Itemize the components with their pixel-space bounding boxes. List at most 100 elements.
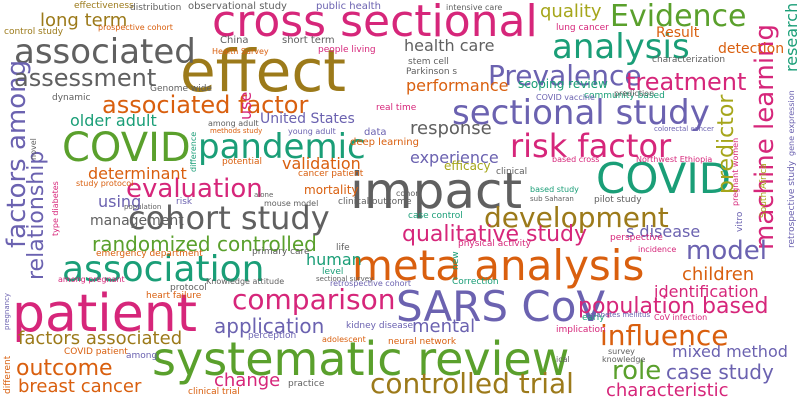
word-analysis: analysis	[552, 27, 690, 67]
word-among: among	[126, 351, 158, 361]
word-lung-cancer: lung cancer	[556, 23, 609, 33]
word-level: level	[322, 267, 344, 277]
word-patient: patient	[12, 284, 198, 344]
word-deep-learning: deep learning	[350, 137, 419, 148]
word-covid-patient: COVID patient	[64, 347, 128, 357]
word-prediction: prediction	[614, 89, 655, 98]
word-clinical: clinical	[496, 167, 528, 177]
word-based-study: based study	[530, 185, 579, 194]
word-development: development	[484, 201, 669, 234]
word-result: Result	[656, 25, 700, 41]
word-united-states: United States	[260, 111, 355, 127]
word-experience: experience	[410, 148, 499, 167]
word-prevalence: Prevalence	[488, 59, 642, 92]
word-heart-failure: heart failure	[146, 291, 202, 301]
word-difference: difference	[189, 131, 198, 172]
word-comparison: comparison	[232, 283, 396, 316]
word-management: management	[90, 213, 184, 229]
word-real-time: real time	[376, 103, 417, 113]
word-cohort-study: cohort study	[128, 199, 330, 237]
word-covid-vaccine: COVID vaccine	[536, 93, 595, 102]
word-pregnant-women: pregnant women	[731, 137, 740, 206]
word-people-living: people living	[318, 45, 376, 55]
word-vitro: vitro	[735, 211, 745, 232]
word-association: association	[62, 249, 265, 290]
word-based-cross: based cross	[552, 155, 600, 164]
word-scoping-review: scoping review	[518, 77, 608, 91]
word-clinical-trial: clinical trial	[188, 387, 240, 397]
word-methods-study: methods study	[210, 127, 263, 135]
word-primary-care: primary care	[252, 247, 310, 257]
word-impact: impact	[350, 162, 523, 220]
word-older-adult: older adult	[70, 111, 157, 130]
word-pilot-study: pilot study	[594, 195, 642, 205]
word-south-africa: South Africa	[759, 163, 769, 218]
word-role: role	[612, 356, 662, 386]
word-systematic-review: systematic review	[152, 332, 570, 386]
word-associated-factor: associated factor	[102, 91, 309, 119]
word-characterization: characterization	[652, 55, 726, 65]
word-physical-activity: physical activity	[458, 239, 531, 249]
word-early: early	[582, 313, 605, 323]
word-meta-analysis: meta analysis	[352, 241, 645, 290]
word-life: life	[336, 243, 350, 253]
word-study-protocol: study protocol	[76, 179, 134, 188]
word-perception: perception	[248, 331, 297, 341]
word-intensive-care: intensive care	[446, 3, 503, 12]
word-health-survey: Health Survey	[212, 47, 269, 56]
word-young-adult: young adult	[288, 127, 336, 136]
word-risk: risk	[176, 197, 193, 207]
word-perspective: perspective	[610, 233, 663, 243]
word-cohort: cohort	[396, 189, 422, 198]
word-prospective-cohort: prospective cohort	[98, 23, 173, 32]
word-covid-left: COVID	[62, 125, 191, 171]
word-cancer-patient: cancer patient	[298, 169, 364, 179]
word-sars-cov: SARS CoV	[396, 282, 606, 331]
word-correction: Correction	[452, 277, 499, 287]
word-quality: quality	[540, 1, 602, 22]
word-mortality: mortality	[304, 183, 359, 197]
word-use: use	[236, 91, 255, 120]
word-cross-sectional: cross sectional	[212, 0, 538, 47]
word-detection: detection	[718, 41, 785, 57]
word-cov-infection: CoV infection	[654, 313, 708, 322]
word-identification: identification	[654, 282, 759, 301]
word-population: population	[124, 203, 162, 211]
word-effect: effect	[180, 37, 346, 105]
word-community-based: community based	[584, 91, 665, 101]
word-among-pregnant: among pregnant	[58, 275, 125, 284]
word-covid-right: COVID	[596, 154, 732, 203]
word-different: different	[3, 355, 13, 394]
word-performance: performance	[406, 76, 509, 95]
word-validation: validation	[282, 154, 361, 173]
word-treatment: treatment	[626, 68, 747, 96]
word-randomized-controlled: randomized controlled	[92, 232, 317, 256]
word-outcome: outcome	[16, 356, 113, 381]
word-gene-expression: gene expression	[787, 90, 796, 156]
word-northwest-ethiopia: Northwest Ethiopia	[636, 155, 713, 164]
word-data: data	[364, 127, 387, 138]
word-long-term: long term	[40, 10, 128, 31]
word-incidence: incidence	[638, 245, 677, 254]
word-retrospective-study: retrospective study	[787, 160, 797, 248]
word-controlled-trial: controlled trial	[370, 367, 574, 400]
word-adolescent: adolescent	[322, 335, 366, 344]
word-population-based: population based	[578, 294, 769, 319]
word-parkinson-s: Parkinson s	[406, 67, 458, 77]
word-distribution: distribution	[130, 3, 182, 13]
word-characteristic: characteristic	[606, 380, 729, 400]
word-assessment: assessment	[14, 64, 157, 92]
word-type-diabetes: type diabetes	[51, 181, 60, 236]
word-determinant: determinant	[88, 164, 187, 183]
word-clinical-outcome: clinical outcome	[338, 197, 412, 207]
word-change: change	[214, 370, 281, 391]
word-emergency-department: emergency department	[96, 249, 203, 259]
word-novel: novel	[29, 138, 38, 160]
word-mental: mental	[412, 316, 476, 337]
word-efficacy: efficacy	[444, 159, 491, 173]
word-human: human	[306, 250, 362, 269]
word-case-control: case control	[408, 211, 463, 221]
word-evidence: Evidence	[610, 0, 747, 34]
word-relationship: relationship	[24, 150, 49, 280]
